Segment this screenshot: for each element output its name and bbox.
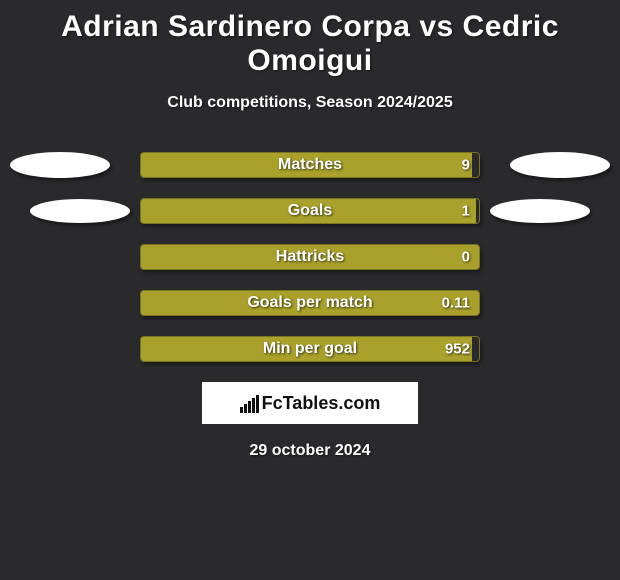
stat-value: 952 bbox=[445, 341, 470, 358]
stat-row: Goals 1 bbox=[0, 198, 620, 224]
stat-value: 9 bbox=[462, 157, 470, 174]
stat-bar: Goals 1 bbox=[140, 198, 480, 224]
stat-label: Goals bbox=[288, 202, 332, 220]
bars-icon bbox=[240, 393, 260, 413]
player-oval-left bbox=[30, 199, 130, 223]
stat-label: Goals per match bbox=[247, 294, 372, 312]
stat-bar: Goals per match 0.11 bbox=[140, 290, 480, 316]
page-subtitle: Club competitions, Season 2024/2025 bbox=[0, 94, 620, 112]
player-oval-right bbox=[490, 199, 590, 223]
stat-row: Min per goal 952 bbox=[0, 336, 620, 362]
date-label: 29 october 2024 bbox=[0, 442, 620, 460]
stat-row: Matches 9 bbox=[0, 152, 620, 178]
stat-value: 0.11 bbox=[442, 295, 470, 312]
stat-value: 1 bbox=[462, 203, 470, 220]
stat-bar: Min per goal 952 bbox=[140, 336, 480, 362]
stats-section: Matches 9 Goals 1 Hattricks 0 Goals per match 0… bbox=[0, 152, 620, 362]
stat-row: Goals per match 0.11 bbox=[0, 290, 620, 316]
stat-row: Hattricks 0 bbox=[0, 244, 620, 270]
stat-value: 0 bbox=[462, 249, 470, 266]
player-oval-left bbox=[10, 152, 110, 178]
player-oval-right bbox=[510, 152, 610, 178]
stat-label: Hattricks bbox=[276, 248, 344, 266]
page-title: Adrian Sardinero Corpa vs Cedric Omoigui bbox=[0, 10, 620, 78]
brand-text: FcTables.com bbox=[262, 393, 381, 414]
stat-bar: Matches 9 bbox=[140, 152, 480, 178]
stat-bar: Hattricks 0 bbox=[140, 244, 480, 270]
stat-label: Min per goal bbox=[263, 340, 357, 358]
brand-badge: FcTables.com bbox=[202, 382, 418, 424]
stat-label: Matches bbox=[278, 156, 342, 174]
